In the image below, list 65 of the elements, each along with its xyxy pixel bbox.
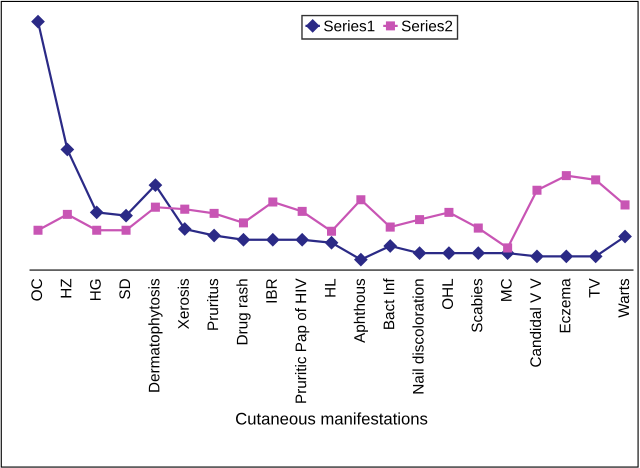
x-tick-label: HZ [60, 278, 72, 298]
point [150, 202, 160, 212]
legend-label: Series2 [402, 20, 452, 32]
point [238, 218, 248, 228]
point [236, 233, 250, 246]
point [354, 253, 368, 266]
point [562, 171, 571, 180]
point [119, 209, 133, 222]
x-tick-label: TV [589, 278, 600, 298]
legend-label: Series1 [324, 20, 374, 32]
point [618, 230, 632, 244]
point [472, 246, 485, 260]
point [444, 208, 454, 217]
point [384, 239, 397, 253]
point [386, 222, 395, 232]
point [589, 250, 602, 263]
point [178, 222, 192, 236]
point [31, 15, 45, 28]
point [560, 250, 573, 263]
point [90, 206, 104, 219]
point [298, 206, 307, 216]
point [474, 224, 483, 233]
point [268, 197, 278, 206]
x-tick-label: HG [90, 280, 101, 300]
x-tick-label: Drug rash [236, 279, 251, 344]
point [415, 215, 424, 224]
x-tick-label: Candidal V V [530, 278, 542, 367]
x-tick-label: Warts [618, 278, 630, 318]
point [92, 226, 102, 235]
point [210, 208, 219, 218]
x-tick-label: Aphthous [354, 278, 368, 343]
x-tick-label: Eczema [560, 278, 570, 332]
x-tick-label: Dermatophytosis [148, 278, 163, 392]
x-tick-label: OC [31, 278, 42, 301]
point [148, 178, 162, 192]
x-tick-label: Xerosis [178, 278, 189, 329]
point [266, 233, 280, 246]
point [122, 226, 131, 235]
point [442, 246, 456, 260]
x-tick-label: Pruritic Pap of HIV [295, 278, 310, 403]
point [208, 228, 221, 242]
x-tick-label: HL [324, 278, 336, 297]
point [591, 175, 600, 184]
x-tick-label: Bact Inf [383, 278, 394, 329]
point [327, 226, 336, 236]
x-tick-label: IBR [266, 279, 277, 302]
point [503, 243, 512, 252]
point [33, 226, 43, 235]
point [412, 246, 426, 260]
point [530, 250, 544, 263]
point [62, 210, 72, 219]
x-tick-label: OHL [442, 278, 454, 310]
x-tick-label: Pruritus [206, 278, 218, 330]
x-tick-label: Scabies [471, 278, 482, 332]
point [356, 195, 366, 204]
point [620, 200, 630, 210]
point [180, 204, 190, 214]
x-tick-label: MC [500, 278, 512, 301]
point [324, 236, 338, 250]
point [60, 142, 74, 156]
point [532, 186, 542, 195]
point [296, 233, 309, 246]
x-axis-title: Cutaneous manifestations [236, 412, 428, 425]
x-tick-label: Nail discoloration [412, 279, 424, 394]
x-tick-label: SD [119, 279, 130, 299]
